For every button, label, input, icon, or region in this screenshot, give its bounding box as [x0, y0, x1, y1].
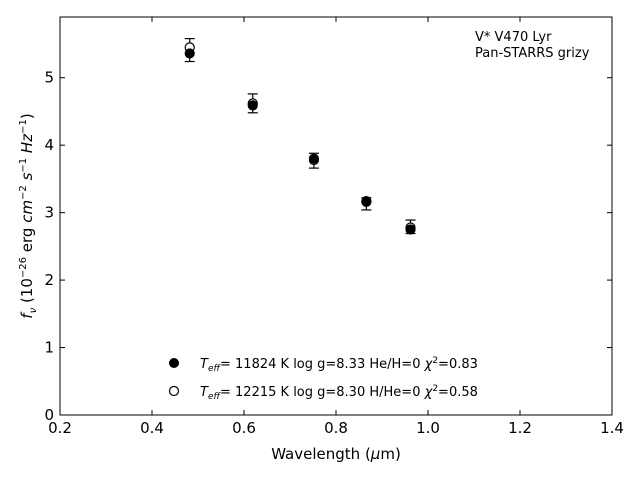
y-tick-label: 3	[44, 204, 54, 222]
model-point-filled	[405, 224, 416, 235]
x-axis-title: Wavelength (μm)	[271, 445, 401, 463]
y-tick-label: 5	[44, 69, 54, 87]
x-tick-label: 0.2	[48, 419, 72, 437]
annotation-survey: Pan-STARRS grizy	[475, 46, 590, 61]
model-point-filled	[184, 48, 195, 59]
x-tick-label: 1.4	[600, 419, 624, 437]
model-point-filled	[361, 196, 372, 207]
plot-frame	[59, 16, 613, 416]
x-tick-label: 0.4	[140, 419, 164, 437]
y-tick-label: 1	[44, 339, 54, 357]
x-tick-label: 0.8	[324, 419, 348, 437]
model-point-filled	[308, 153, 320, 164]
legend-entry-1: Teff= 11824 K log g=8.33 He/H=0 χ2=0.83	[200, 356, 478, 374]
model-point-filled	[247, 100, 258, 111]
y-tick-label: 2	[44, 271, 54, 289]
annotation-star-name: V* V470 Lyr	[475, 30, 552, 45]
legend-marker-open	[168, 385, 180, 397]
y-tick-label: 4	[44, 136, 54, 154]
legend-marker-filled	[169, 358, 179, 368]
x-tick-label: 0.6	[232, 419, 256, 437]
x-tick-label: 1.0	[416, 419, 440, 437]
y-axis-title: fν (10−26 erg cm−2 s−1 Hz−1)	[18, 113, 39, 318]
x-tick-label: 1.2	[508, 419, 532, 437]
legend-entry-2: Teff= 12215 K log g=8.30 H/He=0 χ2=0.58	[200, 384, 478, 402]
legend: Teff= 11824 K log g=8.33 He/H=0 χ2=0.83 …	[168, 356, 478, 402]
y-tick-label: 0	[44, 406, 54, 424]
